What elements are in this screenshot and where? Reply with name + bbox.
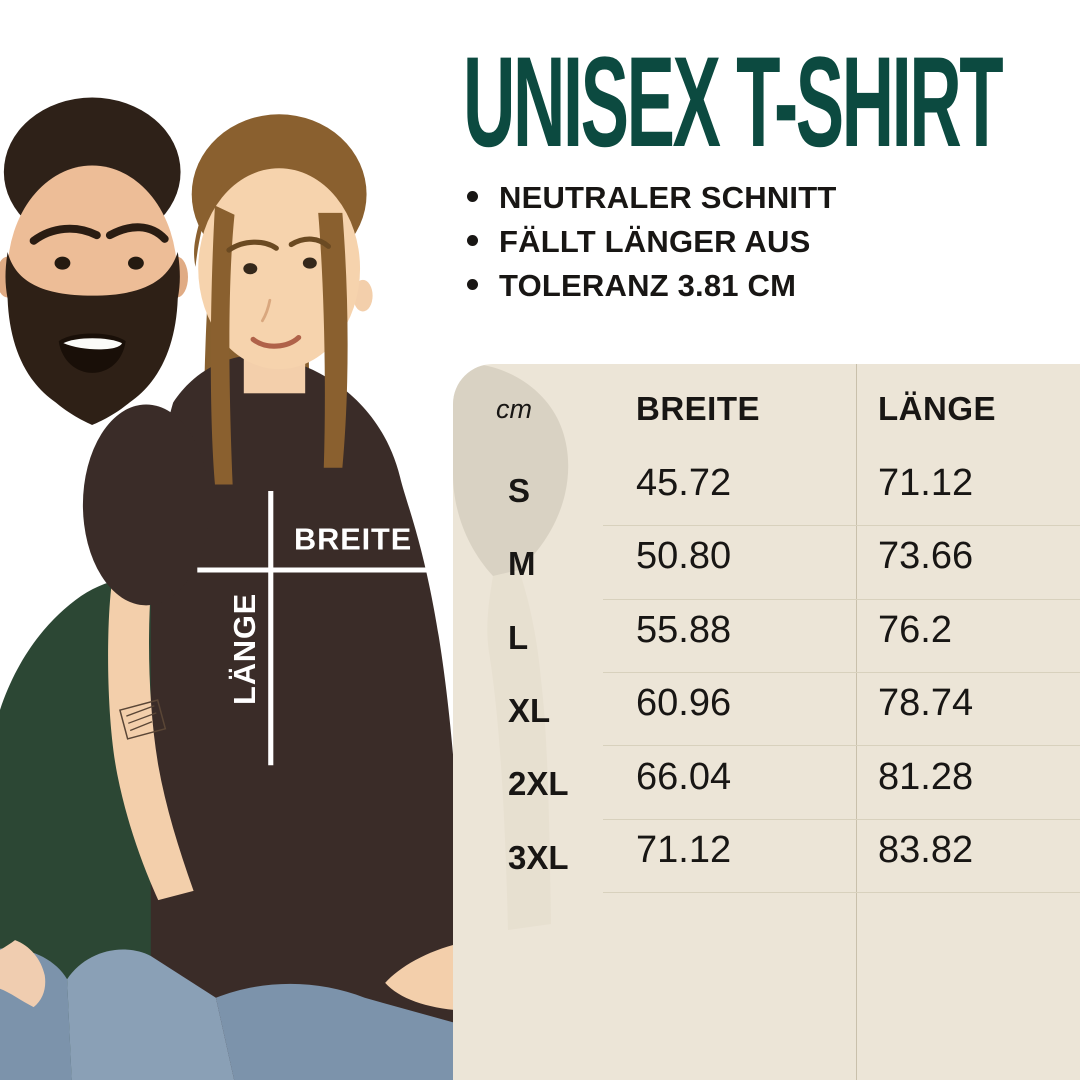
svg-text:LÄNGE: LÄNGE bbox=[227, 593, 262, 705]
svg-text:BREITE: BREITE bbox=[294, 522, 412, 557]
